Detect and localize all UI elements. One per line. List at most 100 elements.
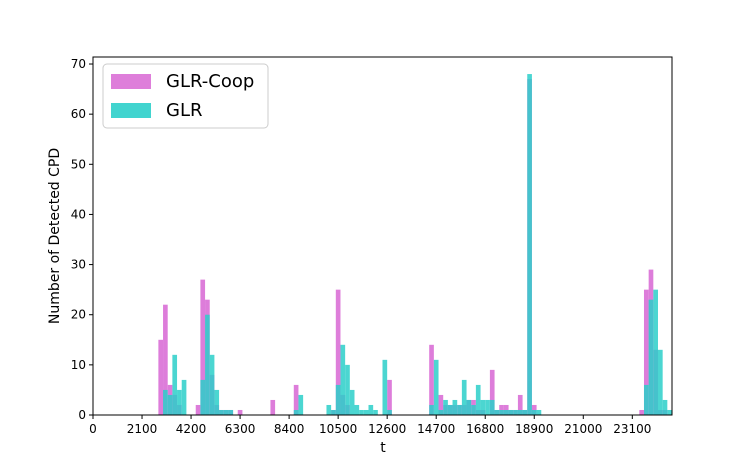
bar [209, 354, 215, 415]
x-tick-label: 6300 [225, 422, 256, 436]
legend-label: GLR-Coop [166, 71, 254, 92]
bar [214, 389, 220, 415]
bar [219, 409, 224, 415]
bar [471, 404, 476, 415]
x-tick-label: 10500 [319, 422, 357, 436]
bar [662, 399, 668, 415]
bar [485, 399, 490, 415]
x-tick-label: 8400 [274, 422, 305, 436]
y-tick-label: 50 [71, 157, 86, 171]
bar [480, 399, 486, 415]
bar [452, 399, 458, 415]
bar [475, 384, 481, 415]
bar [163, 389, 168, 415]
bar [531, 409, 537, 415]
bar [354, 404, 360, 415]
x-axis-label: t [380, 440, 386, 456]
bar [335, 289, 341, 415]
bar [667, 409, 672, 415]
x-tick-label: 18900 [515, 422, 553, 436]
bar [457, 404, 462, 415]
bar [536, 409, 542, 415]
bar [326, 404, 332, 415]
bar [387, 409, 392, 415]
bar [653, 289, 658, 415]
bar [643, 289, 649, 415]
x-tick-label: 4200 [176, 422, 207, 436]
bar [489, 399, 495, 415]
bar [293, 384, 299, 415]
y-tick-label: 10 [71, 358, 86, 372]
bar [387, 379, 392, 415]
bar [517, 409, 523, 415]
bar [382, 359, 388, 415]
bar [177, 389, 182, 415]
bar [205, 314, 210, 415]
bar [461, 379, 467, 415]
bar [335, 384, 341, 415]
x-tick-label: 16800 [466, 422, 504, 436]
bar [228, 409, 234, 415]
bar [522, 409, 528, 415]
y-tick-label: 60 [71, 107, 86, 121]
y-tick-label: 0 [78, 408, 86, 422]
bar [345, 364, 350, 415]
bar [237, 409, 243, 415]
bar [489, 369, 495, 415]
bar [438, 394, 444, 415]
x-tick-label: 0 [89, 422, 97, 436]
bar [466, 399, 472, 415]
bar [527, 74, 532, 416]
bar [639, 409, 644, 415]
bar [643, 384, 649, 415]
bar [172, 354, 178, 415]
legend-swatch [111, 74, 151, 89]
bar [429, 404, 434, 415]
bar [443, 399, 448, 415]
bar [508, 409, 514, 415]
bar [503, 409, 509, 415]
series-group [163, 74, 672, 416]
bar [195, 404, 201, 415]
bar [657, 349, 663, 415]
bar [513, 409, 518, 415]
bar [447, 404, 453, 415]
bar [200, 379, 206, 415]
bar [331, 409, 336, 415]
bar [298, 394, 304, 415]
bar [433, 359, 439, 415]
legend-label: GLR [166, 100, 202, 121]
bar [429, 344, 434, 415]
bar [373, 409, 378, 415]
plot-frame [92, 56, 673, 416]
x-tick-label: 14700 [417, 422, 455, 436]
y-tick-label: 20 [71, 308, 86, 322]
legend-swatch [111, 103, 151, 118]
bar [270, 399, 276, 415]
bar [438, 409, 444, 415]
bar [158, 339, 164, 415]
bar [648, 299, 654, 415]
bar [181, 379, 187, 415]
y-tick-label: 30 [71, 258, 86, 272]
bar [517, 394, 523, 415]
x-tick-label: 12600 [368, 422, 406, 436]
bar [499, 409, 504, 415]
bar [167, 394, 173, 415]
bar [368, 404, 374, 415]
bar [349, 389, 355, 415]
y-tick-label: 40 [71, 207, 86, 221]
bar [340, 344, 346, 415]
x-tick-label: 23100 [613, 422, 651, 436]
bar [359, 409, 364, 415]
bar [163, 304, 168, 415]
bar [200, 279, 206, 415]
x-tick-label: 21000 [564, 422, 602, 436]
y-axis-label: Number of Detected CPD [47, 148, 63, 324]
x-tick-label: 2100 [127, 422, 158, 436]
bar [223, 409, 229, 415]
series-group [158, 79, 668, 416]
y-tick-label: 70 [71, 57, 86, 71]
bar [494, 409, 500, 415]
